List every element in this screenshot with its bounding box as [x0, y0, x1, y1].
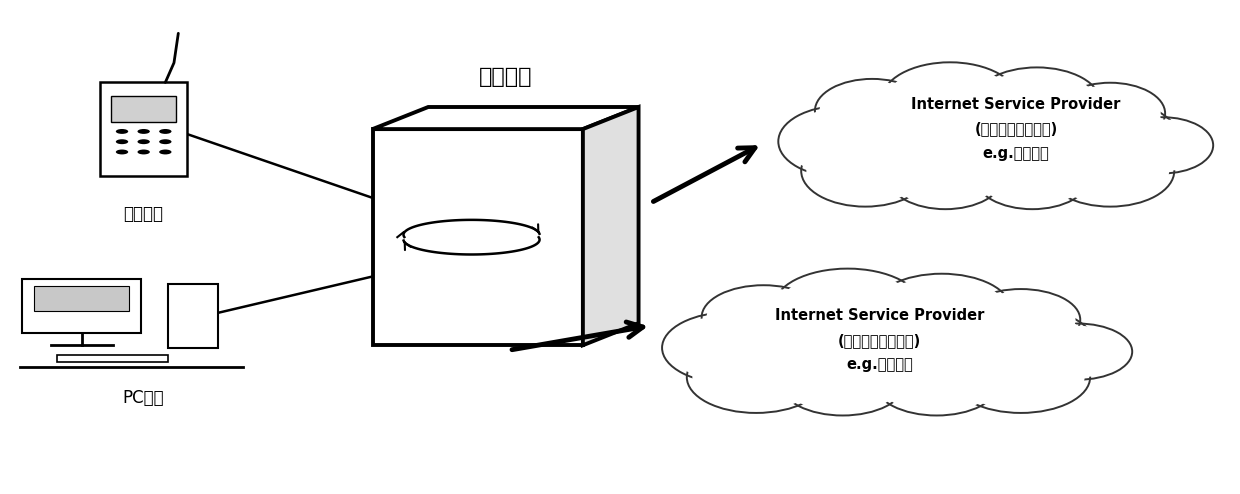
Ellipse shape — [975, 145, 1090, 209]
Ellipse shape — [744, 304, 901, 386]
Circle shape — [115, 139, 128, 144]
Circle shape — [159, 150, 171, 155]
Ellipse shape — [1112, 117, 1213, 173]
Ellipse shape — [750, 308, 895, 383]
Circle shape — [115, 129, 128, 134]
Polygon shape — [112, 96, 176, 122]
Ellipse shape — [887, 65, 1013, 136]
Ellipse shape — [831, 303, 1003, 393]
Ellipse shape — [952, 310, 1089, 380]
Ellipse shape — [780, 272, 916, 342]
Ellipse shape — [966, 291, 1075, 348]
Ellipse shape — [1047, 104, 1173, 174]
Ellipse shape — [687, 341, 826, 413]
Circle shape — [138, 129, 150, 134]
Ellipse shape — [820, 82, 925, 140]
Ellipse shape — [946, 307, 1095, 383]
Ellipse shape — [957, 344, 1085, 410]
Polygon shape — [35, 286, 129, 311]
Polygon shape — [372, 129, 583, 345]
Ellipse shape — [806, 138, 924, 204]
Ellipse shape — [893, 148, 998, 206]
Polygon shape — [57, 355, 169, 363]
Circle shape — [138, 139, 150, 144]
Ellipse shape — [667, 315, 795, 381]
Polygon shape — [22, 279, 141, 333]
Circle shape — [115, 150, 128, 155]
Ellipse shape — [815, 79, 929, 143]
Ellipse shape — [880, 354, 993, 413]
Polygon shape — [583, 107, 639, 345]
Ellipse shape — [888, 145, 1003, 209]
Ellipse shape — [786, 354, 899, 413]
Text: Internet Service Provider
(互联网服务提供商)
e.g.中国移动: Internet Service Provider (互联网服务提供商) e.g… — [911, 97, 1121, 161]
Text: 分流网关: 分流网关 — [479, 67, 532, 87]
Ellipse shape — [854, 98, 1001, 180]
Text: Internet Service Provider
(互联网服务提供商)
e.g.中国联通: Internet Service Provider (互联网服务提供商) e.g… — [775, 308, 985, 372]
Ellipse shape — [702, 285, 826, 349]
Circle shape — [159, 129, 171, 134]
Ellipse shape — [859, 101, 994, 176]
Ellipse shape — [1116, 120, 1209, 171]
Ellipse shape — [951, 341, 1090, 413]
Ellipse shape — [873, 274, 1011, 345]
Ellipse shape — [878, 277, 1006, 342]
Ellipse shape — [1028, 326, 1128, 377]
Ellipse shape — [784, 109, 901, 174]
Polygon shape — [372, 107, 639, 129]
Circle shape — [138, 150, 150, 155]
Ellipse shape — [801, 135, 929, 206]
Ellipse shape — [875, 352, 998, 415]
Ellipse shape — [1055, 82, 1166, 144]
Ellipse shape — [1023, 324, 1132, 380]
Ellipse shape — [774, 269, 921, 345]
Text: 手机终端: 手机终端 — [124, 205, 164, 223]
Ellipse shape — [973, 67, 1101, 139]
Ellipse shape — [692, 344, 820, 410]
Circle shape — [159, 139, 171, 144]
Ellipse shape — [781, 352, 904, 415]
Ellipse shape — [662, 312, 801, 383]
Ellipse shape — [837, 307, 997, 389]
Polygon shape — [169, 284, 218, 348]
Ellipse shape — [707, 288, 821, 346]
Ellipse shape — [779, 106, 906, 177]
Ellipse shape — [961, 289, 1080, 350]
Ellipse shape — [940, 100, 1087, 183]
Text: PC终端: PC终端 — [123, 389, 165, 408]
Polygon shape — [100, 82, 187, 176]
Ellipse shape — [978, 70, 1096, 136]
Ellipse shape — [1047, 135, 1174, 206]
Ellipse shape — [980, 148, 1085, 206]
Ellipse shape — [1042, 101, 1179, 177]
Ellipse shape — [934, 97, 1094, 186]
Ellipse shape — [882, 62, 1018, 139]
Ellipse shape — [1052, 138, 1169, 204]
Ellipse shape — [1060, 85, 1161, 142]
